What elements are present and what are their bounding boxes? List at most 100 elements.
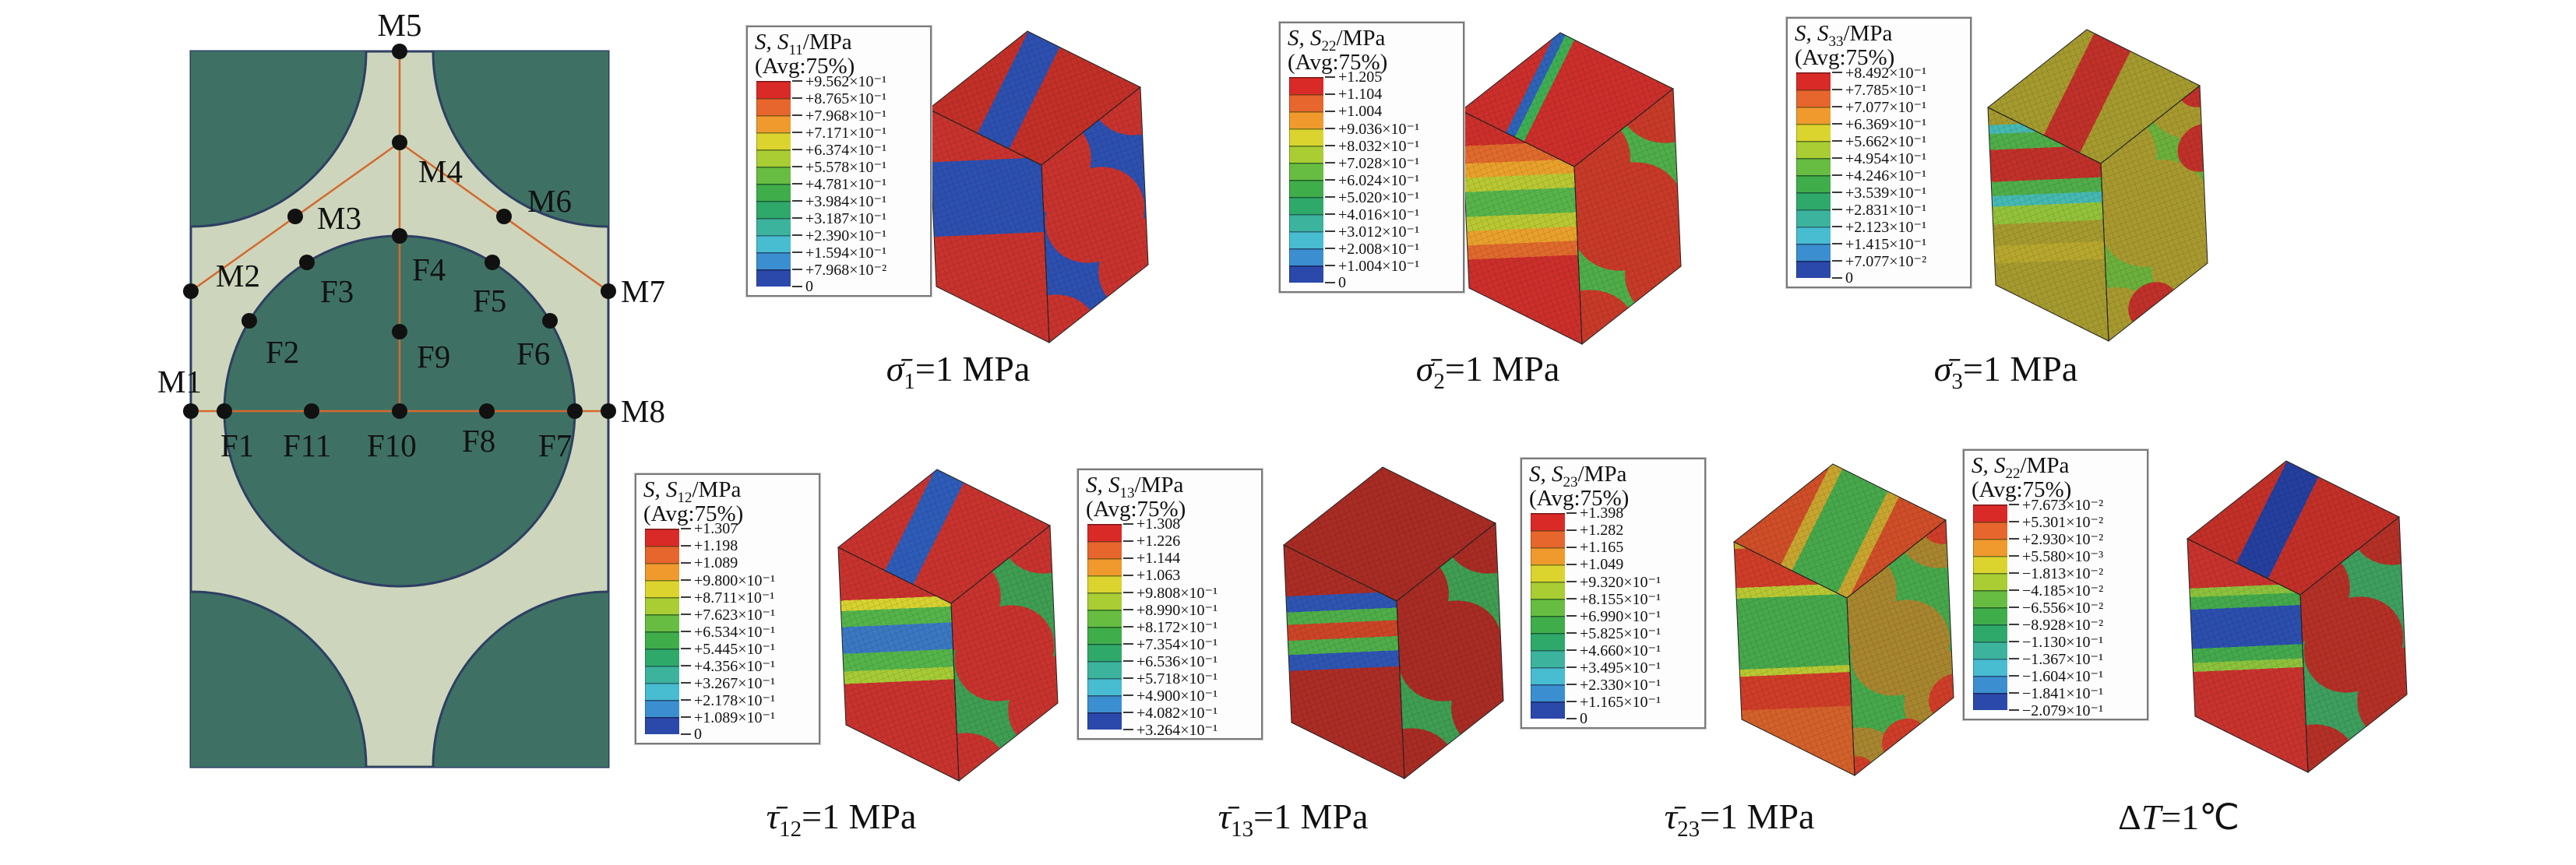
legend-value: +1.308 [1136, 515, 1181, 533]
legend-value-row: +3.187×10⁻¹ [792, 209, 886, 227]
legend-color-chip [1289, 265, 1323, 283]
legend-tick [1325, 111, 1335, 112]
legend-value: +6.024×10⁻¹ [1338, 171, 1420, 189]
legend-value: +7.354×10⁻¹ [1136, 635, 1218, 653]
legend-subtitle: (Avg:75%) [1529, 486, 1630, 511]
legend-subtitle: (Avg:75%) [1086, 497, 1186, 522]
legend-value-column: +8.492×10⁻¹ +7.785×10⁻¹ +7.077×10⁻¹ +6.369×… [1832, 64, 1926, 287]
point-label-F3: F3 [320, 273, 354, 309]
legend-value: +5.020×10⁻¹ [1338, 188, 1420, 206]
legend-tick [1325, 145, 1335, 146]
legend-tick [1325, 93, 1335, 95]
legend-tick [2009, 572, 2019, 574]
legend-color-chip [1531, 530, 1565, 547]
legend-value-row: +7.785×10⁻¹ [1832, 81, 1926, 99]
legend-tick [1325, 265, 1335, 266]
point-label-M5: M5 [378, 7, 422, 43]
legend-tick [792, 234, 802, 236]
point-label-F4: F4 [412, 251, 446, 287]
legend-value: +1.282 [1580, 521, 1624, 539]
legend-colorbar: +9.562×10⁻¹ +8.765×10⁻¹ +7.968×10⁻¹ +7.171×… [756, 73, 930, 295]
point-marker-M8 [601, 403, 616, 419]
legend-tick [1325, 179, 1335, 181]
legend-value: +7.623×10⁻¹ [694, 606, 776, 624]
legend-tick [792, 269, 802, 270]
legend-title: S, S11/MPa [755, 30, 930, 58]
legend-value: +1.226 [1136, 532, 1181, 550]
legend-value-row: 0 [1832, 269, 1926, 287]
legend-tick [1832, 106, 1842, 107]
legend-box-s22: S, S22/MPa (Avg:75%) +1.205 +1.104 +1.004 +9.… [1278, 21, 1465, 294]
legend-color-chip [1289, 128, 1323, 146]
legend-value-row: +3.539×10⁻¹ [1832, 184, 1926, 202]
legend-tick [681, 545, 691, 547]
contour-block-s33 [1987, 29, 2208, 342]
legend-value: +8.172×10⁻¹ [1136, 618, 1218, 636]
legend-tick [1123, 609, 1133, 610]
legend-value-row: +1.307 [681, 520, 775, 537]
legend-value: +7.673×10⁻² [2022, 496, 2104, 514]
legend-value-row: 0 [1325, 274, 1419, 291]
legend-tick [681, 665, 691, 666]
legend-value-row: +9.808×10⁻¹ [1123, 584, 1218, 602]
legend-value: +9.800×10⁻¹ [694, 571, 776, 589]
legend-value: +1.205 [1338, 68, 1383, 86]
legend-color-chip [645, 580, 679, 597]
legend-color-chip [1087, 695, 1122, 712]
legend-value-row: +7.673×10⁻² [2009, 496, 2104, 514]
legend-value: +3.012×10⁻¹ [1338, 223, 1420, 241]
legend-tick [1325, 76, 1335, 78]
legend-tick [2009, 675, 2019, 677]
legend-value-row: −1.841×10⁻¹ [2009, 684, 2103, 702]
point-marker-M2 [183, 283, 199, 299]
legend-tick [1123, 643, 1133, 645]
point-label-M6: M6 [527, 183, 572, 219]
legend-value: +4.356×10⁻¹ [694, 657, 776, 675]
legend-value: +2.178×10⁻¹ [694, 691, 776, 709]
legend-color-chip [645, 666, 679, 683]
point-marker-F10 [392, 403, 407, 419]
legend-value: +7.077×10⁻¹ [1845, 98, 1927, 116]
point-marker-F3 [299, 255, 315, 270]
legend-value: +5.718×10⁻¹ [1136, 670, 1218, 687]
legend-tick [1325, 213, 1335, 215]
legend-value: +9.320×10⁻¹ [1580, 573, 1662, 591]
legend-color-chip [1796, 141, 1831, 158]
legend-title-suffix: /MPa [1336, 26, 1386, 51]
legend-value-row: +3.012×10⁻¹ [1325, 223, 1420, 241]
legend-color-chip [1973, 505, 2007, 522]
legend-color-chip [1796, 175, 1831, 192]
legend-tick [1566, 649, 1577, 651]
legend-value: +4.660×10⁻¹ [1580, 642, 1662, 659]
legend-color-chip [1289, 146, 1323, 163]
legend-color-chip [1531, 667, 1565, 684]
legend-value: +1.144 [1136, 549, 1181, 567]
caption-value: =1 MPa [914, 349, 1031, 389]
legend-color-chip [1973, 556, 2007, 573]
contour-block-s12 [837, 469, 1059, 782]
legend-color-chip [756, 235, 791, 252]
legend-tick [1123, 540, 1133, 542]
legend-color-chip [1289, 248, 1323, 265]
legend-color-chip [1796, 227, 1831, 244]
legend-value: 0 [805, 277, 813, 295]
legend-value: −4.185×10⁻² [2022, 582, 2104, 600]
legend-value: +9.562×10⁻¹ [805, 72, 887, 90]
legend-value-row: +8.990×10⁻¹ [1123, 601, 1218, 619]
legend-value: +2.930×10⁻² [2022, 530, 2104, 548]
legend-tick [1832, 72, 1842, 73]
point-marker-M3 [287, 209, 303, 224]
legend-value: +4.016×10⁻¹ [1338, 206, 1420, 223]
caption-subscript: 1 [904, 369, 915, 395]
legend-color-chip [1289, 163, 1323, 180]
legend-color-chip [1531, 701, 1565, 719]
legend-value-row: +1.415×10⁻¹ [1832, 235, 1926, 253]
legend-tick [792, 166, 802, 167]
legend-value: +1.594×10⁻¹ [805, 244, 887, 262]
legend-box-s13: S, S13/MPa (Avg:75%) +1.308 +1.226 +1.144 +1.… [1077, 468, 1263, 740]
legend-title-subscript: 22 [1321, 37, 1337, 55]
legend-value: +9.808×10⁻¹ [1136, 584, 1218, 602]
legend-color-chip [756, 115, 791, 132]
legend-tick [1566, 529, 1577, 531]
mesh-overlay [950, 525, 1059, 782]
